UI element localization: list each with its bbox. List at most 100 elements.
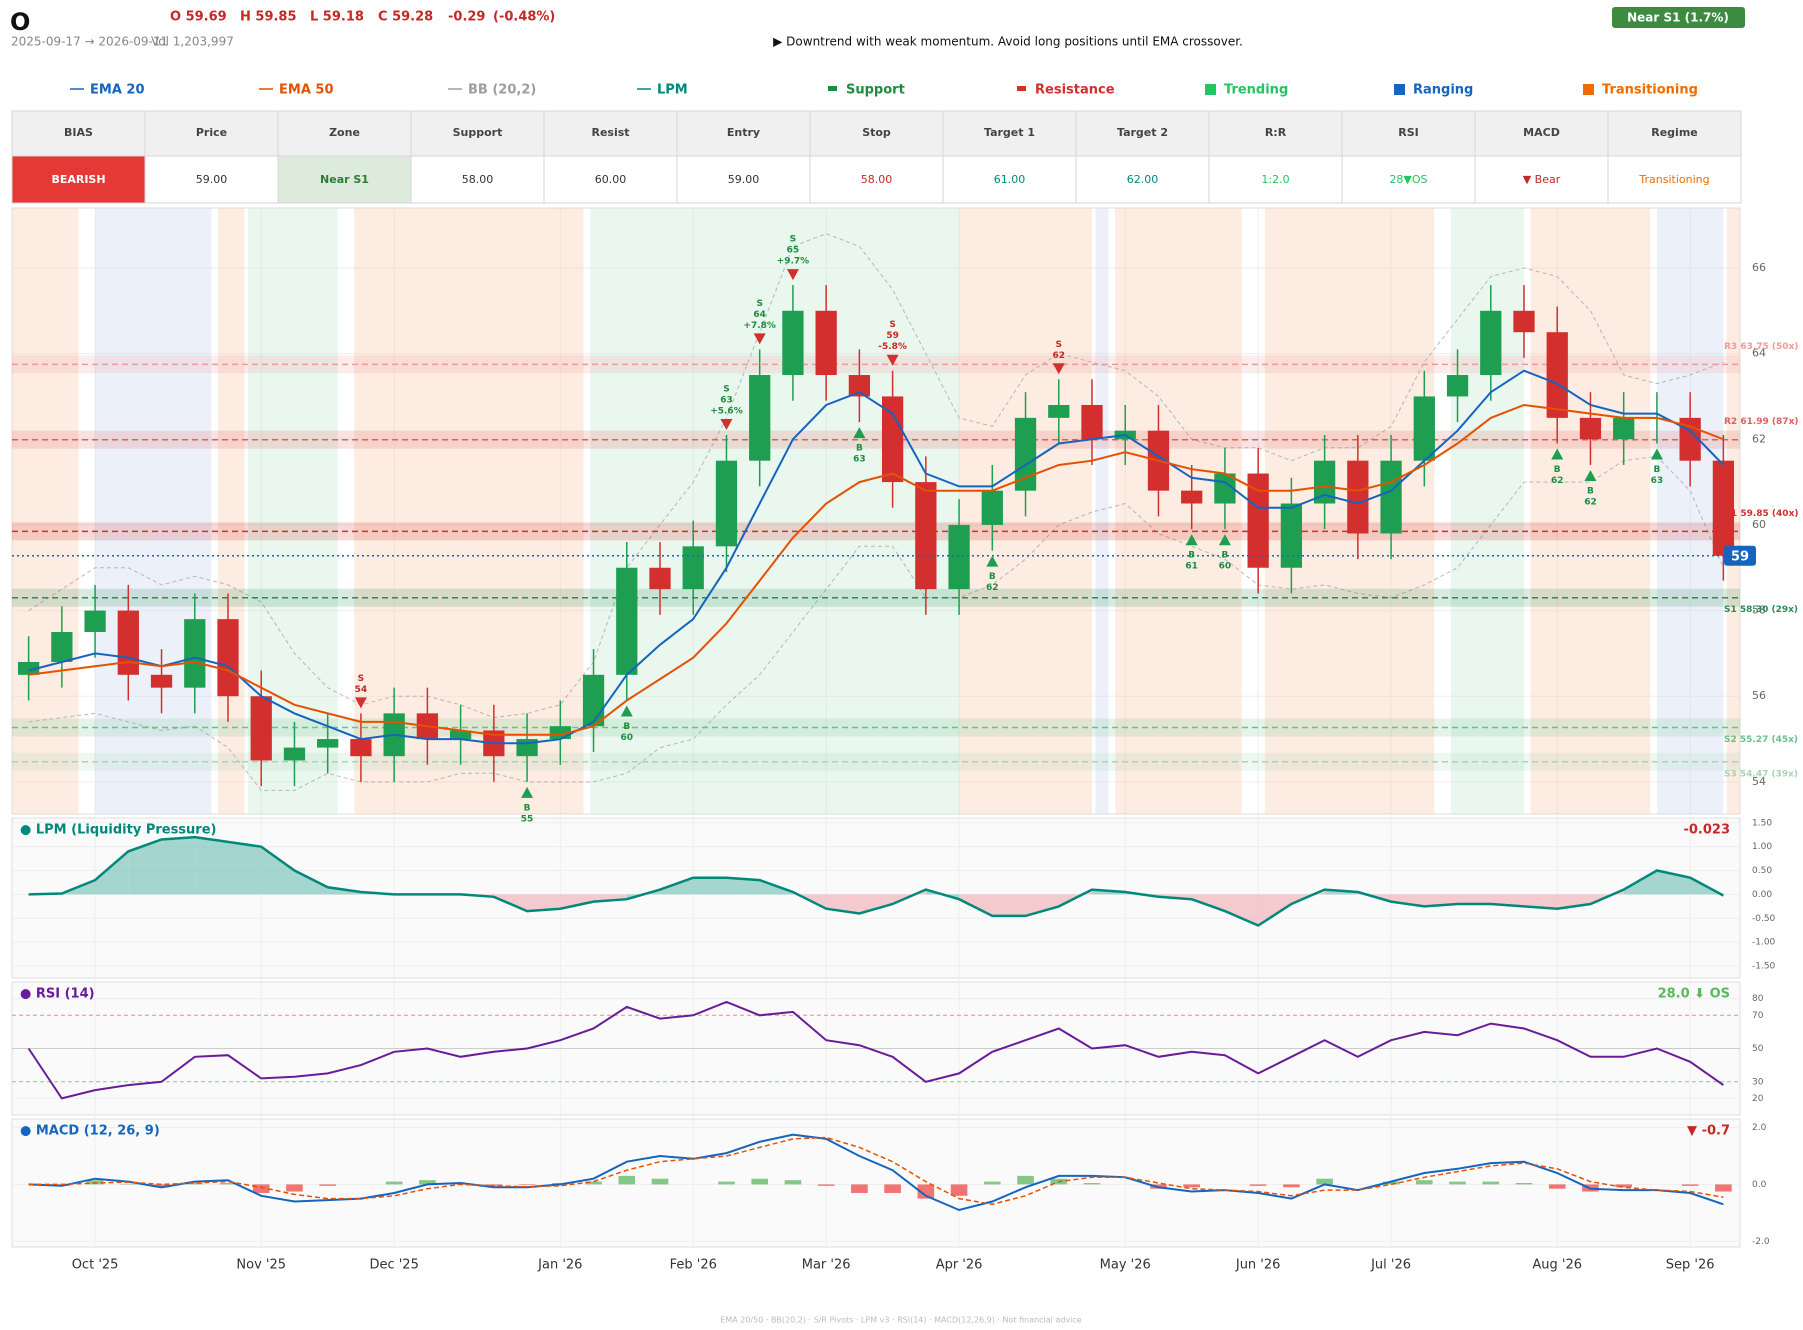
table-header: RSI (1398, 126, 1419, 139)
y-tick-label: 0.0 (1752, 1180, 1767, 1190)
candle-body (449, 730, 472, 740)
level-label: S2 55.27 (45x) (1724, 735, 1798, 745)
lpm-area (859, 894, 893, 914)
table-header-cell (543, 110, 678, 157)
lpm-area (560, 894, 594, 909)
candle-body (1014, 417, 1037, 491)
signal-label: B (989, 572, 996, 582)
macd-histogram-bar (1715, 1184, 1732, 1192)
current-price-label: 59 (1731, 549, 1749, 564)
table-value: BEARISH (51, 173, 105, 186)
signal-label: S (790, 235, 796, 245)
level-label: S1 58.30 (29x) (1724, 605, 1798, 615)
x-tick-label: May '26 (1100, 1258, 1151, 1273)
signal-label: 65 (787, 246, 800, 256)
ema-line (28, 403, 1724, 736)
y-tick-label: 0.00 (1752, 890, 1772, 900)
signal-label: 63 (1651, 476, 1664, 486)
macd-histogram-bar (1249, 1184, 1267, 1186)
macd-histogram-bar (385, 1181, 403, 1185)
candle-body (915, 482, 937, 590)
table-header-cell (1208, 110, 1343, 157)
signal-marker (521, 786, 534, 798)
table-header: Zone (329, 126, 360, 139)
candle-body (1513, 310, 1535, 333)
x-tick-label: Nov '25 (236, 1258, 286, 1273)
signal-marker (786, 269, 799, 281)
x-tick-label: Mar '26 (802, 1258, 851, 1273)
table-header-cell (144, 110, 279, 157)
table-cell (1208, 155, 1343, 204)
signal-label: +7.8% (743, 321, 776, 331)
lpm-area (128, 839, 162, 895)
signal-label: S (1056, 340, 1062, 350)
table-header: Target 1 (984, 126, 1035, 139)
candle-body (317, 739, 339, 748)
table-header-cell (1075, 110, 1210, 157)
candle-body (1579, 417, 1602, 440)
y-tick-label: 0.50 (1752, 866, 1772, 876)
panel-title: ● MACD (12, 26, 9) (20, 1124, 160, 1139)
lpm-area (1391, 894, 1425, 907)
macd-histogram-bar (252, 1184, 270, 1193)
table-header: Resist (591, 126, 629, 139)
table-value: 28▼OS (1389, 173, 1427, 186)
candle-body (1613, 417, 1635, 440)
signal-label: 54 (355, 685, 368, 695)
table-cell (809, 155, 944, 204)
macd-histogram-bar (1416, 1180, 1433, 1185)
candle-body (117, 610, 139, 675)
candle-body (682, 546, 704, 590)
signal-marker (1650, 448, 1663, 460)
y-tick-label: 64 (1752, 347, 1766, 360)
signal-marker (886, 354, 899, 366)
footer: EMA 20/50 · BB(20,2) · S/R Pivots · LPM … (720, 1316, 1082, 1325)
legend-label: EMA 50 (279, 83, 334, 98)
macd-histogram-bar (120, 1183, 137, 1185)
volume: Vol 1,203,997 (151, 35, 234, 49)
y-tick-label: 30 (1752, 1077, 1764, 1087)
signal-label: 64 (753, 310, 766, 320)
table-header: Support (453, 126, 503, 139)
table-header-cell (277, 110, 412, 157)
macd-histogram-bar (286, 1184, 303, 1192)
regime-band (1530, 208, 1651, 814)
lpm-line (28, 835, 1724, 927)
macd-histogram-bar (784, 1180, 802, 1185)
macd-histogram-bar (1681, 1184, 1699, 1186)
candle-body (1181, 490, 1203, 504)
table-header-cell (1607, 110, 1742, 157)
macd-histogram-bar (851, 1184, 868, 1193)
signal-label: 61 (1185, 562, 1198, 572)
candle-body (1446, 375, 1469, 397)
ohlc-value: C 59.28 (378, 10, 433, 25)
signal-label: S (358, 674, 364, 684)
macd-histogram-bar (1449, 1181, 1466, 1185)
y-tick-label: -1.50 (1752, 962, 1776, 972)
signal-marker (1185, 534, 1198, 546)
table-cell (942, 155, 1077, 204)
ohlc-value: -0.29 (448, 10, 485, 25)
signal-label: S (756, 299, 762, 309)
legend-label: LPM (657, 83, 688, 98)
signal-label: B (524, 803, 531, 813)
candle-body (715, 460, 738, 547)
y-tick-label: 66 (1752, 261, 1766, 274)
level-label: S3 54.47 (39x) (1724, 769, 1798, 779)
macd-histogram-bar (651, 1178, 669, 1185)
candle-body (51, 631, 73, 662)
macd-line (28, 1133, 1724, 1212)
signal-label: 63 (853, 455, 866, 465)
legend-label: BB (20,2) (468, 83, 536, 98)
signal-label: 62 (1551, 476, 1564, 486)
badge-bg (1612, 7, 1745, 28)
signal-label: B (856, 444, 863, 454)
table-header-cell (809, 110, 944, 157)
ohlc-value: L 59.18 (310, 10, 364, 25)
signal-marker (620, 705, 633, 717)
candle-body (350, 739, 372, 757)
badge: Near S1 (1.7%) (1627, 11, 1729, 25)
candle-body (1280, 503, 1303, 568)
y-tick-label: -0.50 (1752, 914, 1776, 924)
x-tick-label: Jun '26 (1235, 1258, 1281, 1273)
